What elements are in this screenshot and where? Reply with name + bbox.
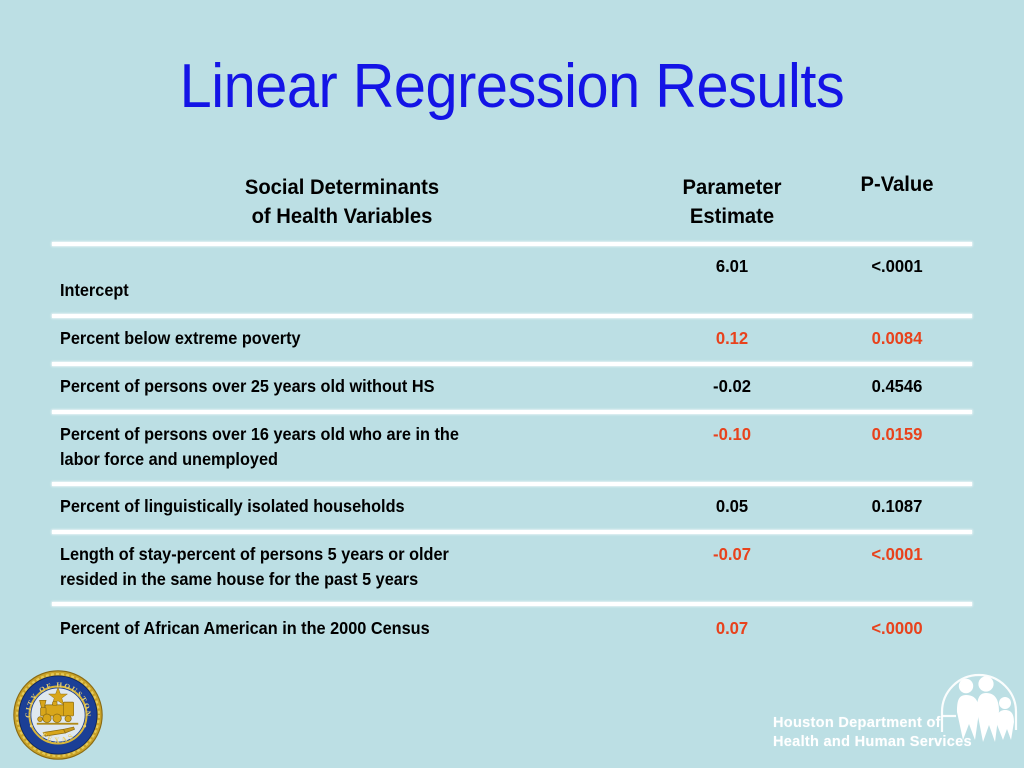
- column-header-parameter-line1: Parameter: [682, 175, 782, 199]
- department-wordmark-line2: Health and Human Services: [773, 733, 972, 750]
- table-row: Percent below extreme poverty 0.12 0.008…: [52, 318, 972, 362]
- row-p-value: 0.0159: [871, 424, 923, 444]
- column-header-variables-line2: of Health Variables: [251, 204, 433, 228]
- column-header-parameter-line2: Estimate: [689, 204, 775, 228]
- row-label: Intercept: [60, 280, 129, 300]
- row-label: Percent of African American in the 2000 …: [60, 618, 430, 638]
- row-label: Length of stay-percent of persons 5 year…: [60, 542, 599, 592]
- row-label: Percent of persons over 16 years old who…: [60, 422, 599, 472]
- row-label-line1: Length of stay-percent of persons 5 year…: [60, 544, 449, 564]
- column-header-p-value: P-Value: [860, 172, 934, 196]
- regression-results-table: Social Determinants of Health Variables …: [52, 170, 972, 650]
- table-divider: [52, 602, 972, 606]
- row-p-value: <.0001: [871, 544, 923, 564]
- table-divider: [52, 482, 972, 486]
- table-row: Percent of linguistically isolated house…: [52, 486, 972, 530]
- row-label-line2: resided in the same house for the past 5…: [60, 569, 419, 589]
- table-row: Percent of persons over 16 years old who…: [52, 414, 972, 482]
- row-label-line1: Percent of persons over 16 years old who…: [60, 424, 459, 444]
- table-divider: [52, 362, 972, 366]
- row-label: Percent of linguistically isolated house…: [60, 496, 405, 516]
- row-p-value: 0.4546: [871, 376, 923, 396]
- row-label: Percent below extreme poverty: [60, 328, 301, 348]
- column-header-variables: Social Determinants of Health Variables: [69, 173, 614, 231]
- table-divider: [52, 242, 972, 246]
- row-parameter-estimate: -0.07: [713, 544, 751, 564]
- column-header-parameter-estimate: Parameter Estimate: [652, 173, 812, 231]
- table-divider: [52, 530, 972, 534]
- row-p-value: <.0001: [871, 256, 923, 276]
- row-label: Percent of persons over 25 years old wit…: [60, 376, 435, 396]
- row-p-value: 0.1087: [871, 496, 923, 516]
- row-parameter-estimate: -0.02: [713, 376, 751, 396]
- table-divider: [52, 314, 972, 318]
- row-parameter-estimate: -0.10: [713, 424, 751, 444]
- row-parameter-estimate: 0.05: [715, 496, 749, 516]
- row-p-value: <.0000: [871, 618, 923, 638]
- table-divider: [52, 410, 972, 414]
- row-label-line2: labor force and unemployed: [60, 449, 278, 469]
- column-header-variables-line1: Social Determinants: [244, 175, 440, 199]
- department-wordmark-line1: Houston Department of: [773, 714, 941, 731]
- table-row: Intercept 6.01 <.0001: [52, 246, 972, 314]
- row-p-value: 0.0084: [871, 328, 923, 348]
- row-parameter-estimate: 0.12: [715, 328, 749, 348]
- table-row: Length of stay-percent of persons 5 year…: [52, 534, 972, 602]
- table-row: Percent of African American in the 2000 …: [52, 606, 972, 650]
- department-wordmark: Houston Department of Health and Human S…: [773, 713, 972, 751]
- table-header-row: Social Determinants of Health Variables …: [52, 170, 972, 242]
- row-parameter-estimate: 6.01: [715, 256, 749, 276]
- family-figures-icon: [938, 672, 1020, 746]
- row-parameter-estimate: 0.07: [715, 618, 749, 638]
- page-title: Linear Regression Results: [179, 52, 845, 121]
- table-row: Percent of persons over 25 years old wit…: [52, 366, 972, 410]
- city-of-houston-seal-icon: CITY OF HOUSTON TEXAS: [12, 669, 104, 761]
